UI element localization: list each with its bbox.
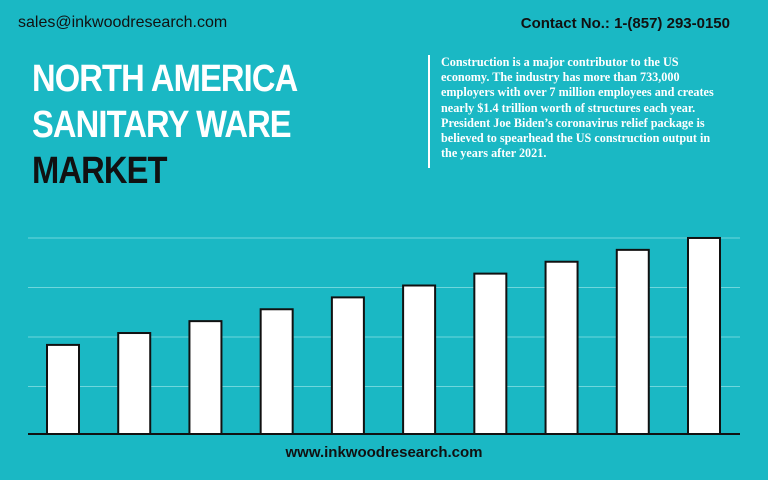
chart-bar <box>402 284 437 435</box>
chart-bar <box>544 260 579 435</box>
chart-bar <box>117 332 152 435</box>
chart-bar <box>46 343 80 435</box>
chart-bar <box>615 248 650 435</box>
contact-number: Contact No.: 1-(857) 293-0150 <box>520 15 730 32</box>
chart-bar <box>330 296 365 435</box>
description-text: Construction is a major contributor to t… <box>428 55 724 168</box>
website-link[interactable]: www.inkwoodresearch.com <box>285 444 483 461</box>
chart-bar <box>687 236 721 435</box>
chart-bar <box>259 308 294 436</box>
title-line-3: MARKET <box>32 150 167 192</box>
title-line-2: SANITARY WARE <box>32 104 292 146</box>
chart-bar <box>188 320 223 436</box>
page-title: NORTH AMERICA SANITARY WARE MARKET <box>32 56 298 194</box>
title-line-1: NORTH AMERICA <box>32 58 298 100</box>
chart-bar <box>473 272 508 435</box>
email-link[interactable]: sales@inkwoodresearch.com <box>18 14 228 31</box>
chart-bars <box>46 236 721 436</box>
